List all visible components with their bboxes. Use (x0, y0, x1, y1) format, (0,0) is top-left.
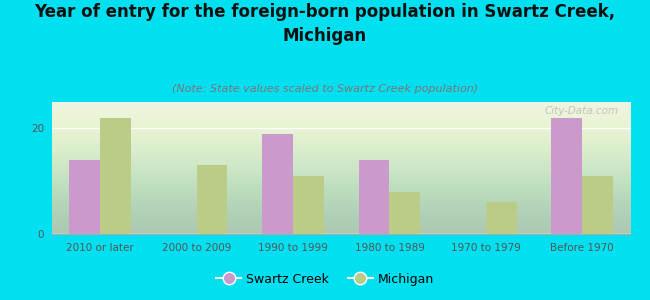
Bar (389, 192, 421, 234)
Bar (70, 160, 100, 234)
Bar (196, 165, 227, 234)
Bar (359, 160, 389, 234)
Bar (582, 176, 613, 234)
Bar (551, 118, 582, 234)
Text: City-Data.com: City-Data.com (545, 106, 619, 116)
Bar (293, 176, 324, 234)
Text: Year of entry for the foreign-born population in Swartz Creek,
Michigan: Year of entry for the foreign-born popul… (34, 3, 616, 45)
Bar (486, 202, 517, 234)
Legend: Swartz Creek, Michigan: Swartz Creek, Michigan (211, 268, 439, 291)
Bar (262, 134, 293, 234)
Bar (100, 118, 131, 234)
Text: (Note: State values scaled to Swartz Creek population): (Note: State values scaled to Swartz Cre… (172, 84, 478, 94)
